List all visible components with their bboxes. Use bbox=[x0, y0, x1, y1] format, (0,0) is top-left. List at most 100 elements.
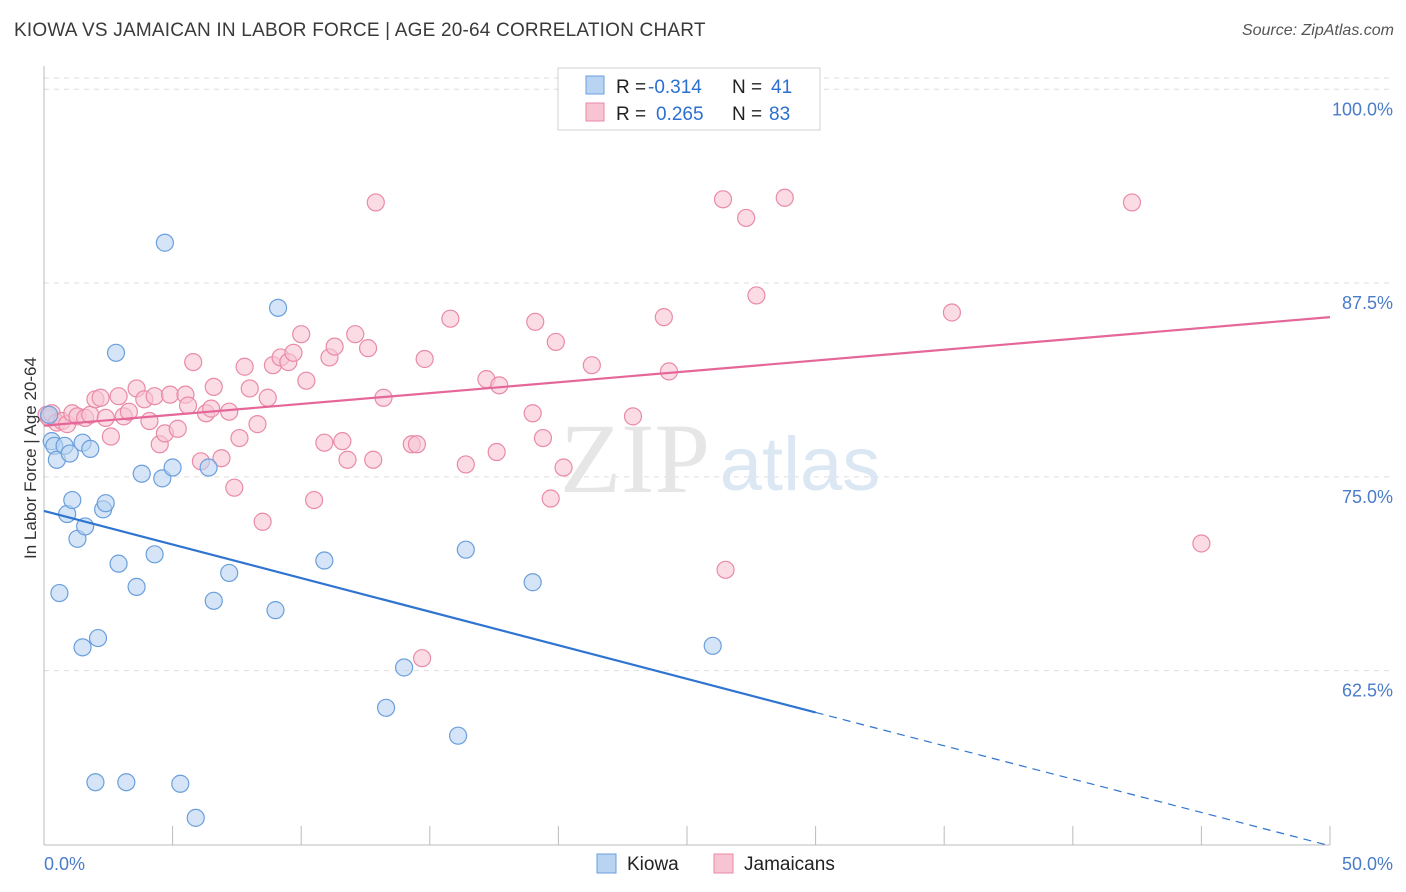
kiowa-point bbox=[40, 405, 59, 424]
bottom-legend-swatch-kiowa bbox=[596, 853, 617, 874]
kiowa-point bbox=[448, 726, 468, 745]
x-tick-label-max: 50.0% bbox=[1342, 854, 1393, 874]
kiowa-point bbox=[73, 638, 92, 657]
jamaican-point bbox=[202, 399, 221, 418]
jamaican-point bbox=[109, 387, 128, 406]
kiowa-point bbox=[63, 490, 82, 510]
jamaican-point bbox=[168, 419, 187, 438]
jamaican-point bbox=[315, 433, 334, 452]
legend-r-label-kiowa: R = bbox=[616, 77, 646, 98]
data-points bbox=[37, 188, 1211, 827]
jamaican-point bbox=[338, 450, 357, 469]
legend-swatch-jamaicans bbox=[585, 102, 605, 122]
x-tick-label-min: 0.0% bbox=[44, 854, 85, 874]
kiowa-point bbox=[376, 698, 396, 717]
jamaican-point bbox=[140, 411, 159, 431]
trend-lines bbox=[43, 316, 1331, 847]
jamaican-point bbox=[178, 396, 198, 415]
jamaican-point bbox=[145, 387, 164, 406]
jamaican-point bbox=[297, 371, 316, 390]
kiowa-point bbox=[50, 583, 69, 603]
jamaican-point bbox=[91, 388, 110, 407]
kiowa-point bbox=[186, 808, 205, 827]
kiowa-point bbox=[155, 233, 174, 252]
jamaican-point bbox=[220, 402, 239, 421]
jamaican-point bbox=[235, 357, 254, 376]
jamaican-point bbox=[737, 208, 756, 228]
jamaican-point bbox=[1192, 534, 1211, 553]
kiowa-trend-line bbox=[43, 509, 816, 714]
kiowa-point bbox=[315, 551, 334, 570]
jamaican-point bbox=[713, 190, 733, 209]
jamaican-point bbox=[325, 337, 344, 356]
chart-title: KIOWA VS JAMAICAN IN LABOR FORCE | AGE 2… bbox=[14, 20, 706, 41]
legend-r-label-jamaicans: R = bbox=[616, 104, 646, 125]
bottom-legend: Kiowa Jamaicans bbox=[596, 853, 835, 875]
legend-n-label-kiowa: N = bbox=[732, 77, 762, 98]
jamaican-point bbox=[253, 512, 272, 531]
legend-r-value-jamaicans: 0.265 bbox=[656, 104, 704, 125]
jamaican-point bbox=[441, 309, 460, 328]
jamaican-point bbox=[554, 458, 573, 477]
jamaican-point bbox=[775, 188, 794, 207]
jamaican-point bbox=[160, 385, 180, 404]
kiowa-point bbox=[127, 577, 146, 596]
kiowa-point bbox=[96, 494, 115, 513]
jamaican-point bbox=[225, 478, 244, 497]
axes bbox=[43, 66, 1331, 846]
jamaican-point bbox=[240, 379, 259, 398]
jamaican-point bbox=[346, 325, 365, 344]
kiowa-point bbox=[199, 458, 218, 477]
jamaican-point bbox=[487, 442, 506, 462]
kiowa-point bbox=[394, 658, 414, 677]
bottom-legend-label-kiowa: Kiowa bbox=[627, 854, 679, 875]
kiowa-point bbox=[523, 573, 542, 592]
jamaican-point bbox=[358, 339, 378, 358]
kiowa-point bbox=[268, 298, 288, 317]
jamaican-point bbox=[582, 356, 601, 375]
jamaican-point bbox=[456, 455, 475, 474]
kiowa-point bbox=[132, 464, 151, 483]
jamaican-point bbox=[533, 428, 553, 448]
jamaican-point bbox=[526, 312, 545, 331]
kiowa-point bbox=[81, 439, 100, 459]
jamaican-point bbox=[364, 450, 383, 469]
jamaican-point bbox=[407, 435, 427, 454]
jamaican-point bbox=[284, 343, 303, 362]
kiowa-point bbox=[60, 444, 79, 463]
jamaican-point bbox=[541, 489, 560, 508]
legend-r-value-kiowa: -0.314 bbox=[648, 77, 702, 98]
source-label: Source: ZipAtlas.com bbox=[1241, 22, 1394, 39]
jamaican-point bbox=[716, 560, 735, 579]
watermark-atlas: atlas bbox=[720, 422, 881, 507]
kiowa-point bbox=[220, 563, 239, 583]
bottom-legend-swatch-jamaicans bbox=[713, 853, 734, 874]
kiowa-point bbox=[456, 540, 475, 559]
kiowa-point bbox=[163, 458, 182, 477]
y-tick-label: 87.5% bbox=[1342, 293, 1393, 313]
jamaican-point bbox=[248, 415, 267, 434]
tick-labels: 100.0% 87.5% 75.0% 62.5% 0.0% 50.0% bbox=[44, 99, 1393, 874]
jamaican-point bbox=[654, 308, 673, 327]
kiowa-point bbox=[145, 545, 164, 564]
jamaican-point bbox=[546, 332, 565, 352]
jamaican-point bbox=[119, 402, 138, 421]
kiowa-point bbox=[106, 343, 126, 362]
legend-n-value-kiowa: 41 bbox=[771, 77, 792, 98]
jamaican-point bbox=[96, 408, 115, 428]
jamaican-point bbox=[101, 427, 120, 446]
kiowa-point bbox=[86, 773, 105, 792]
jamaican-point bbox=[942, 303, 962, 322]
kiowa-point bbox=[171, 774, 190, 793]
legend-n-label-jamaicans: N = bbox=[732, 104, 762, 125]
jamaican-point bbox=[230, 428, 249, 448]
kiowa-trend-extension bbox=[815, 711, 1331, 847]
legend-box: R = -0.314 N = 41 R = 0.265 N = 83 bbox=[557, 67, 821, 131]
jamaican-point bbox=[623, 407, 643, 426]
jamaican-point bbox=[1122, 193, 1142, 212]
y-tick-label: 62.5% bbox=[1342, 681, 1393, 701]
kiowa-point bbox=[204, 591, 223, 610]
legend-n-value-jamaicans: 83 bbox=[769, 104, 790, 125]
jamaican-point bbox=[184, 352, 203, 372]
